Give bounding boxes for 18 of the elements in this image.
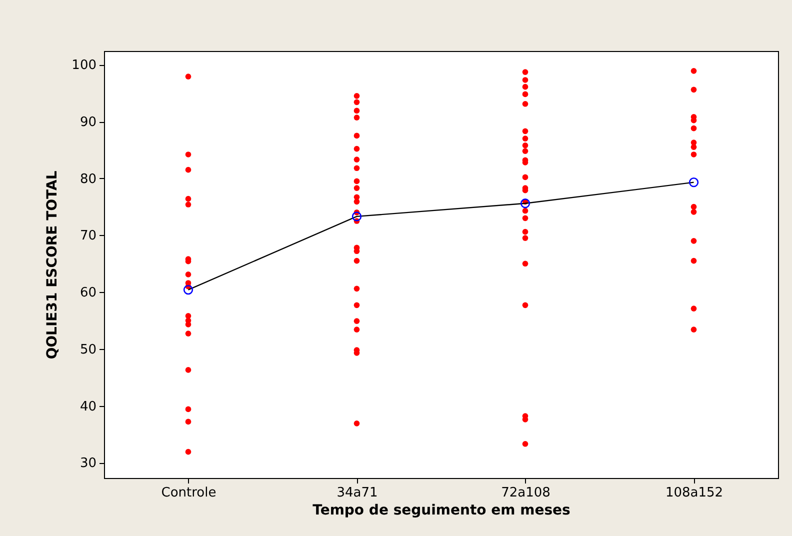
point: [183, 284, 194, 295]
x-tick-label: 34a71: [336, 486, 378, 500]
x-tick-label: 108a152: [665, 486, 724, 500]
point: [352, 212, 362, 222]
y-axis-title: QOLIE31 ESCORE TOTAL: [44, 170, 61, 360]
y-tick-label: 90: [80, 115, 96, 130]
point: [688, 178, 699, 188]
y-tick-label: 100: [72, 58, 96, 74]
x-tick-label: 72a108: [501, 486, 550, 500]
x-axis-title: Tempo de seguimento em meses: [312, 502, 570, 518]
y-tick-label: 60: [80, 286, 96, 301]
point: [520, 198, 530, 208]
y-tick-label: 30: [80, 456, 96, 472]
y-tick-label: 40: [80, 399, 96, 414]
y-tick-label: 50: [80, 342, 96, 358]
x-tick-label: Controle: [161, 486, 216, 500]
y-tick-label: 70: [80, 228, 96, 244]
y-tick-label: 80: [80, 172, 96, 187]
